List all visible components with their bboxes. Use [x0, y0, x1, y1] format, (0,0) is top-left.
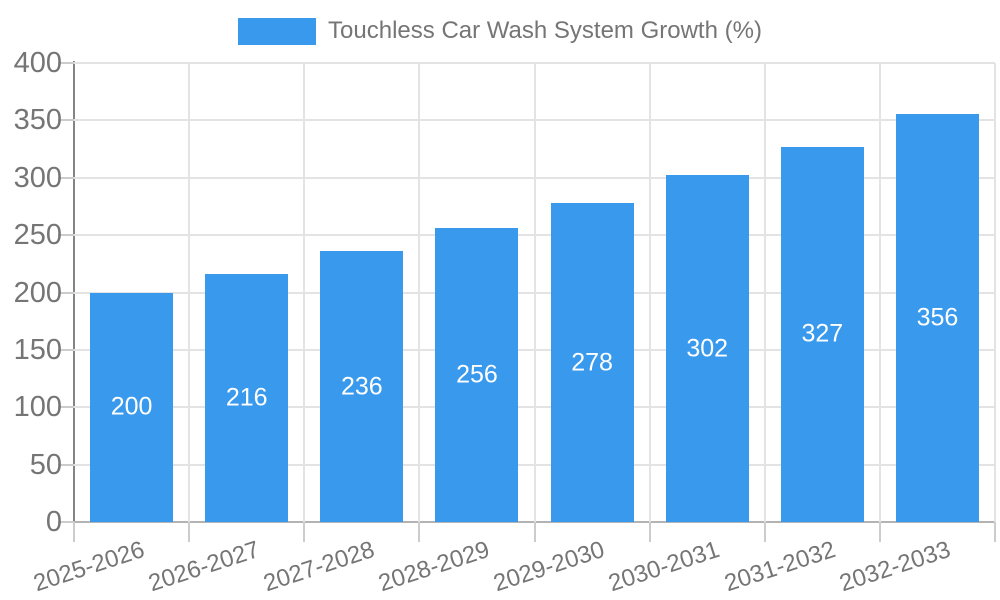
- legend-label: Touchless Car Wash System Growth (%): [328, 17, 762, 44]
- v-gridline: [303, 63, 306, 522]
- bar-2025-2026[interactable]: [90, 292, 174, 522]
- x-axis-tick: [994, 522, 996, 542]
- y-axis-label: 100: [13, 391, 62, 424]
- bar-value-label: 278: [571, 348, 613, 376]
- y-axis-label: 150: [13, 333, 62, 366]
- bar-value-label: 327: [801, 319, 844, 348]
- y-axis-label: 300: [13, 161, 62, 194]
- x-axis-tick: [188, 522, 191, 542]
- bar-value-label: 216: [225, 383, 268, 412]
- x-axis-label: 2026-2027: [145, 536, 263, 598]
- y-axis-label: 50: [29, 448, 62, 481]
- x-axis-label: 2032-2033: [835, 536, 954, 598]
- y-axis-tick: [58, 234, 74, 237]
- y-axis-label: 400: [13, 47, 62, 79]
- y-axis-tick: [58, 521, 74, 523]
- y-axis-tick: [58, 291, 74, 294]
- v-gridline: [418, 63, 421, 522]
- y-axis-label: 200: [13, 276, 62, 309]
- legend: Touchless Car Wash System Growth (%): [0, 16, 1000, 46]
- x-axis-label: 2025-2026: [30, 536, 148, 598]
- bar-2027-2028[interactable]: [320, 251, 404, 522]
- plot-area: 200 216 236 256 278 302 327 356: [74, 62, 996, 522]
- x-axis-label: 2030-2031: [605, 536, 724, 598]
- x-axis-tick: [418, 522, 421, 542]
- legend-swatch: [238, 17, 317, 45]
- y-axis-tick: [58, 176, 74, 179]
- bar-2030-2031[interactable]: [665, 175, 749, 522]
- x-axis-tick: [73, 522, 75, 542]
- y-axis-tick: [58, 62, 74, 64]
- y-axis-tick: [58, 348, 74, 351]
- x-axis-tick: [303, 522, 306, 542]
- bar-value-label: 302: [686, 334, 729, 363]
- x-axis-label: 2028-2029: [375, 536, 493, 598]
- v-gridline: [763, 63, 766, 522]
- y-axis-label: 0: [45, 506, 62, 538]
- v-gridline: [188, 63, 191, 522]
- bar-2028-2029[interactable]: [435, 228, 519, 522]
- x-axis-tick: [878, 522, 881, 542]
- y-axis-tick: [58, 406, 74, 409]
- x-axis-tick: [763, 522, 766, 542]
- v-gridline: [994, 63, 996, 522]
- bar-value-label: 200: [110, 392, 153, 421]
- y-axis-label: 250: [13, 219, 62, 252]
- v-gridline: [878, 63, 881, 522]
- v-gridline: [533, 63, 536, 522]
- bar-2031-2032[interactable]: [780, 146, 864, 522]
- bar-2029-2030[interactable]: [550, 203, 634, 522]
- bar-value-label: 236: [340, 372, 383, 401]
- y-axis-label: 350: [13, 104, 62, 137]
- bar-value-label: 356: [916, 303, 959, 332]
- x-axis-label: 2031-2032: [720, 536, 839, 598]
- bar-2026-2027[interactable]: [205, 274, 289, 522]
- x-axis-label: 2029-2030: [490, 536, 609, 598]
- bar-value-label: 256: [456, 360, 498, 389]
- y-axis-tick: [58, 463, 74, 466]
- y-axis-tick: [58, 119, 74, 122]
- x-axis-label: 2027-2028: [260, 536, 378, 598]
- x-axis-tick: [533, 522, 536, 542]
- v-gridline: [648, 63, 651, 522]
- bar-2032-2033[interactable]: [895, 113, 979, 522]
- x-axis-tick: [648, 522, 651, 542]
